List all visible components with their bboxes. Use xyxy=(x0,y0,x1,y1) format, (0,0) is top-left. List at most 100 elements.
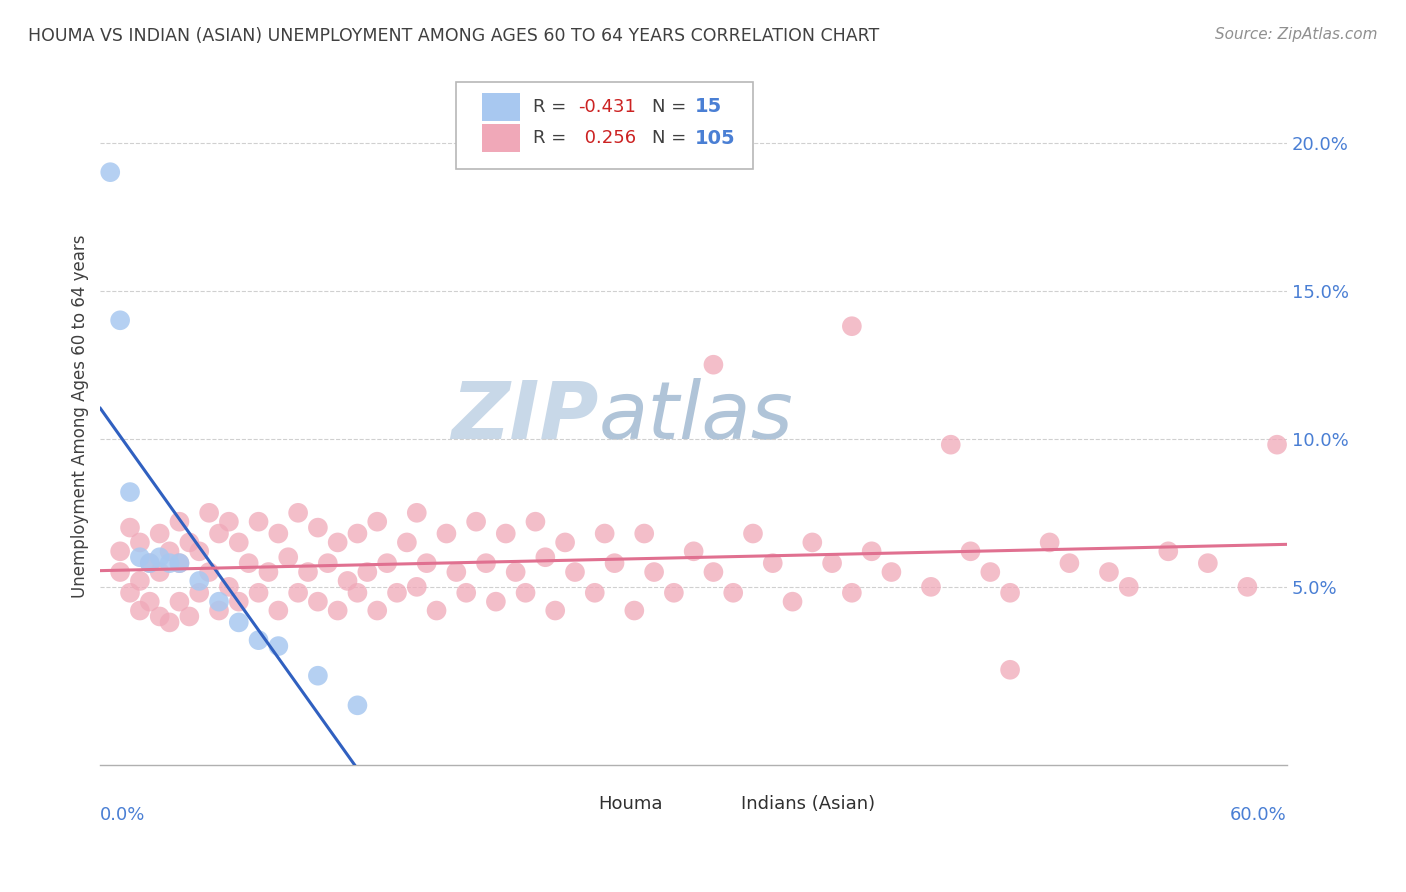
Point xyxy=(129,535,152,549)
Point xyxy=(1059,556,1081,570)
Point xyxy=(633,526,655,541)
Point xyxy=(238,556,260,570)
Point xyxy=(534,550,557,565)
Text: R =: R = xyxy=(533,129,572,147)
Point xyxy=(139,556,162,570)
Point xyxy=(841,319,863,334)
Text: atlas: atlas xyxy=(599,377,793,456)
Point xyxy=(366,603,388,617)
Point xyxy=(129,603,152,617)
Point xyxy=(277,550,299,565)
Text: ZIP: ZIP xyxy=(451,377,599,456)
Point xyxy=(169,515,191,529)
Point xyxy=(316,556,339,570)
Point xyxy=(524,515,547,529)
Point xyxy=(208,526,231,541)
Point xyxy=(485,595,508,609)
Point xyxy=(682,544,704,558)
Point xyxy=(356,565,378,579)
Point xyxy=(208,603,231,617)
Point xyxy=(149,550,172,565)
Point xyxy=(385,586,408,600)
Point xyxy=(1265,438,1288,452)
Point xyxy=(267,603,290,617)
Point xyxy=(366,515,388,529)
Point xyxy=(108,313,131,327)
Point xyxy=(939,438,962,452)
Point xyxy=(129,550,152,565)
Point xyxy=(405,506,427,520)
Point xyxy=(395,535,418,549)
Text: 60.0%: 60.0% xyxy=(1230,806,1286,824)
Point xyxy=(643,565,665,579)
Point xyxy=(188,586,211,600)
Point xyxy=(603,556,626,570)
Point xyxy=(346,526,368,541)
Point xyxy=(98,165,121,179)
Point xyxy=(336,574,359,588)
Point xyxy=(1236,580,1258,594)
Point xyxy=(979,565,1001,579)
Point xyxy=(456,586,478,600)
Point xyxy=(179,535,201,549)
Point xyxy=(564,565,586,579)
Point xyxy=(307,669,329,683)
Point xyxy=(742,526,765,541)
Text: R =: R = xyxy=(533,98,572,116)
Point xyxy=(721,586,744,600)
Point xyxy=(465,515,488,529)
Point xyxy=(307,520,329,534)
Point xyxy=(169,595,191,609)
Point xyxy=(515,586,537,600)
Point xyxy=(782,595,804,609)
Point xyxy=(257,565,280,579)
Point xyxy=(446,565,468,579)
Point xyxy=(326,535,349,549)
Point xyxy=(247,515,270,529)
FancyBboxPatch shape xyxy=(699,796,734,813)
Text: HOUMA VS INDIAN (ASIAN) UNEMPLOYMENT AMONG AGES 60 TO 64 YEARS CORRELATION CHART: HOUMA VS INDIAN (ASIAN) UNEMPLOYMENT AMO… xyxy=(28,27,879,45)
Text: N =: N = xyxy=(652,129,692,147)
Point xyxy=(108,565,131,579)
Point xyxy=(287,586,309,600)
Text: 0.0%: 0.0% xyxy=(100,806,146,824)
Text: Source: ZipAtlas.com: Source: ZipAtlas.com xyxy=(1215,27,1378,42)
Point xyxy=(326,603,349,617)
Point xyxy=(159,615,181,630)
Point xyxy=(821,556,844,570)
Point xyxy=(208,595,231,609)
Point xyxy=(801,535,824,549)
Point xyxy=(149,526,172,541)
Point xyxy=(998,663,1021,677)
Text: N =: N = xyxy=(652,98,692,116)
Text: 0.256: 0.256 xyxy=(578,129,636,147)
Point xyxy=(583,586,606,600)
Point xyxy=(841,586,863,600)
Point xyxy=(228,615,250,630)
Point xyxy=(425,603,447,617)
Point xyxy=(118,520,141,534)
Point xyxy=(159,556,181,570)
Point xyxy=(544,603,567,617)
Text: -0.431: -0.431 xyxy=(578,98,637,116)
Point xyxy=(129,574,152,588)
Text: 105: 105 xyxy=(695,128,735,147)
Point xyxy=(228,595,250,609)
Point xyxy=(702,358,724,372)
Point xyxy=(436,526,458,541)
Point xyxy=(375,556,398,570)
Point xyxy=(218,515,240,529)
Point xyxy=(662,586,685,600)
Point xyxy=(149,565,172,579)
Point xyxy=(920,580,942,594)
Point xyxy=(998,586,1021,600)
Point xyxy=(702,565,724,579)
Point xyxy=(554,535,576,549)
Point xyxy=(762,556,785,570)
Point xyxy=(139,595,162,609)
Point xyxy=(880,565,903,579)
Point xyxy=(198,506,221,520)
Point xyxy=(346,698,368,713)
Point xyxy=(139,556,162,570)
FancyBboxPatch shape xyxy=(457,82,754,169)
